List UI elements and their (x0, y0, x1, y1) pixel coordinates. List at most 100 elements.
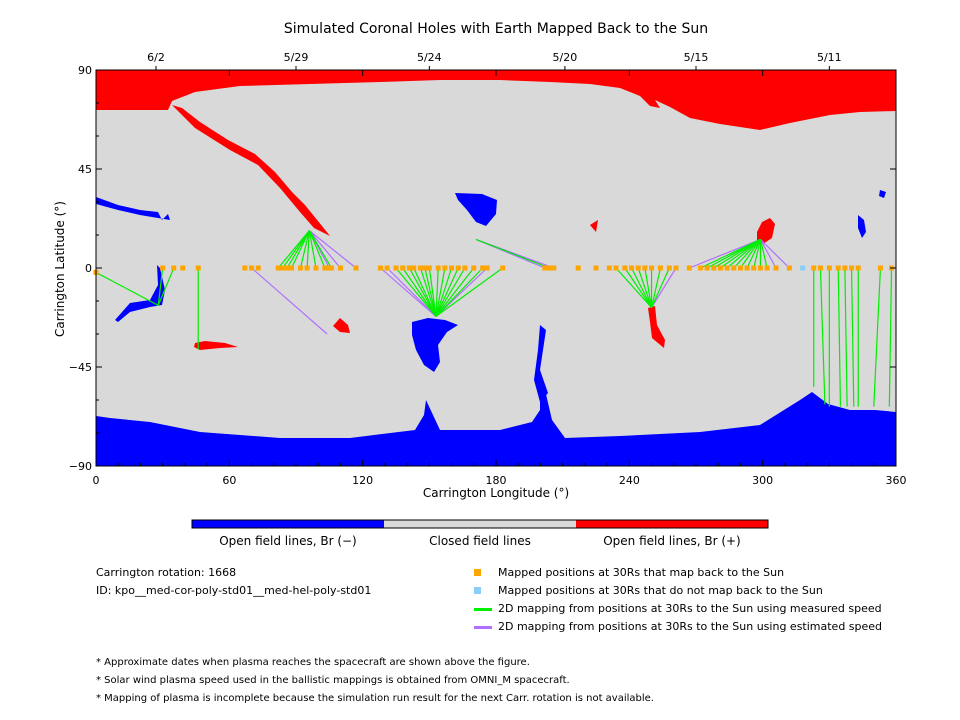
x-tick-label: 360 (886, 474, 907, 487)
x-tick-label: 180 (486, 474, 507, 487)
mapped-position-point (400, 265, 406, 271)
measured-mapping-line (650, 267, 662, 308)
date-tick-label: 5/20 (553, 51, 578, 64)
measured-mapping-line (739, 239, 761, 269)
date-tick-label: 5/15 (684, 51, 709, 64)
measured-mapping-line (819, 267, 826, 405)
mapped-position-point (377, 265, 383, 271)
mapped-position-point (757, 265, 763, 271)
mapped-position-point (737, 265, 743, 271)
estimated-mapping-line (251, 267, 328, 335)
measured-mapping-line (713, 238, 761, 269)
north-polar-hole-positive (96, 70, 896, 130)
mapped-position-point (575, 265, 581, 271)
unmapped-square-icon (474, 587, 481, 594)
date-tick-label: 5/29 (284, 51, 309, 64)
mapped-position-point (384, 265, 390, 271)
mapped-position-point (417, 265, 423, 271)
mapped-position-point (442, 265, 448, 271)
south-polar-hole-negative (96, 380, 896, 466)
mapped-position-point (195, 265, 201, 271)
mapped-position-point (842, 265, 848, 271)
positive-hole-north-mid (590, 220, 598, 232)
mapped-position-point (289, 265, 295, 271)
legend-label-mapped: Mapped positions at 30Rs that map back t… (498, 566, 785, 579)
mapped-position-point (613, 265, 619, 271)
measured-mapping-line (759, 239, 768, 269)
negative-hole-north-center (455, 193, 497, 226)
mapped-position-point (462, 265, 468, 271)
colorbar-label-negative: Open field lines, Br (−) (219, 534, 357, 548)
mapped-position-point (731, 265, 737, 271)
footnote-dates: * Approximate dates when plasma reaches … (96, 657, 530, 668)
mapped-position-point (606, 265, 612, 271)
measured-mapping-line (299, 230, 310, 269)
measured-mapping-line (435, 267, 466, 317)
mapped-position-point (242, 265, 248, 271)
mapped-position-point (877, 265, 883, 271)
mapped-position-point (724, 265, 730, 271)
mapped-position-point (826, 265, 832, 271)
mapped-position-point (435, 265, 441, 271)
mapped-position-point (455, 265, 461, 271)
mapped-position-point (322, 265, 328, 271)
estimated-mapping-line (380, 267, 437, 317)
mapped-position-point (835, 265, 841, 271)
measured-mapping-line (753, 239, 762, 269)
mapped-position-point (160, 265, 166, 271)
measured-mapping-line (286, 230, 310, 269)
measured-mapping-line (402, 267, 437, 317)
colorbar-label-closed: Closed field lines (429, 534, 531, 548)
mapped-position-point (449, 265, 455, 271)
mapped-position-point (666, 265, 672, 271)
measured-mapping-line (277, 230, 310, 269)
measured-mapping-line (837, 267, 842, 407)
mapped-position-point (422, 265, 428, 271)
estimated-mapping-line (308, 230, 357, 269)
negative-hole-east-small (879, 190, 886, 198)
date-tick-label: 5/24 (417, 51, 442, 64)
mapped-position-point (275, 265, 281, 271)
measured-mapping-line (726, 238, 761, 269)
measured-mapping-line (424, 267, 437, 317)
measured-mapping-line (850, 267, 855, 407)
mapped-position-point (313, 265, 319, 271)
mapped-position-point (500, 265, 506, 271)
mapped-position-point (593, 265, 599, 271)
x-tick-label: 240 (619, 474, 640, 487)
mapped-position-point (635, 265, 641, 271)
measured-mapping-line (435, 267, 475, 317)
mapped-position-point (297, 265, 303, 271)
negative-hole-south-center (534, 325, 548, 402)
mapped-position-point (484, 265, 490, 271)
legend-label-measured: 2D mapping from positions at 30Rs to the… (498, 602, 882, 615)
mapped-position-point (180, 265, 186, 271)
mapped-position-point (337, 265, 343, 271)
measured-mapping-line (308, 230, 317, 269)
colorbar-segment (384, 520, 576, 528)
measured-mapping-line (746, 239, 761, 269)
mapped-position-point (711, 265, 717, 271)
mapped-position-point (744, 265, 750, 271)
x-tick-label: 300 (752, 474, 773, 487)
measured-line-icon (474, 608, 492, 611)
measured-mapping-line (157, 267, 164, 306)
mapped-position-point (353, 265, 359, 271)
measured-mapping-line (395, 267, 437, 317)
axis-tick-labels: 0 60 120 180 240 300 360 −90 −45 0 45 90 6/2 5/29 5/24… (69, 51, 907, 487)
y-tick-label: −45 (69, 361, 92, 374)
measured-mapping-line (157, 267, 175, 306)
date-tick-label: 5/11 (817, 51, 842, 64)
y-tick-label: −90 (69, 460, 92, 473)
measured-mapping-line (873, 267, 882, 407)
mapped-position-point (171, 265, 177, 271)
mapped-position-point (406, 265, 412, 271)
positive-hole-south-west (194, 341, 238, 350)
footnote-speed-source: * Solar wind plasma speed used in the ba… (96, 675, 570, 686)
mapped-position-point (657, 265, 663, 271)
mapped-position-point (622, 265, 628, 271)
negative-hole-west (115, 265, 165, 322)
x-tick-label: 120 (352, 474, 373, 487)
mapped-position-point (849, 265, 855, 271)
measured-mapping-line (624, 267, 653, 308)
